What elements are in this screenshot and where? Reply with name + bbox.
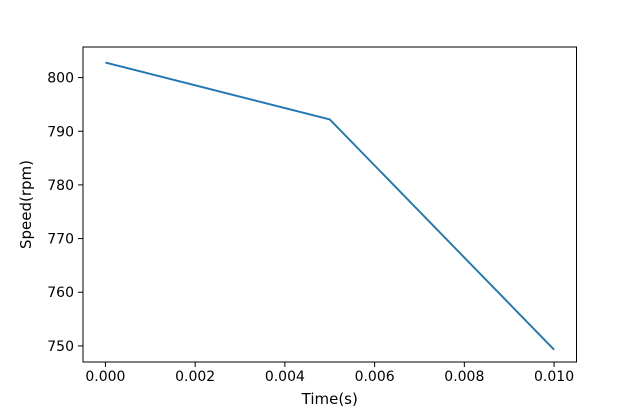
- y-axis-label: Speed(rpm): [17, 160, 35, 249]
- x-tick-label: 0.010: [534, 369, 574, 385]
- x-tick-label: 0.006: [355, 369, 395, 385]
- axes-frame: [82, 46, 577, 363]
- y-tick-label: 800: [47, 71, 74, 87]
- y-tick-label: 750: [47, 339, 74, 355]
- y-tick-label: 780: [47, 178, 74, 194]
- plot-area: 0.000 0.002 0.004 0.006 0.008 0.010 750 760 770 7…: [47, 46, 577, 385]
- x-tick-label: 0.008: [444, 369, 484, 385]
- y-tick-label: 770: [47, 232, 74, 248]
- x-tick-label: 0.002: [175, 369, 215, 385]
- speed-line-series: [105, 61, 555, 351]
- y-tick-label: 790: [47, 124, 74, 140]
- x-axis-label: Time(s): [301, 390, 358, 408]
- y-tick-label: 760: [47, 285, 74, 301]
- x-tick-label: 0.004: [265, 369, 305, 385]
- x-tick-label: 0.000: [85, 369, 125, 385]
